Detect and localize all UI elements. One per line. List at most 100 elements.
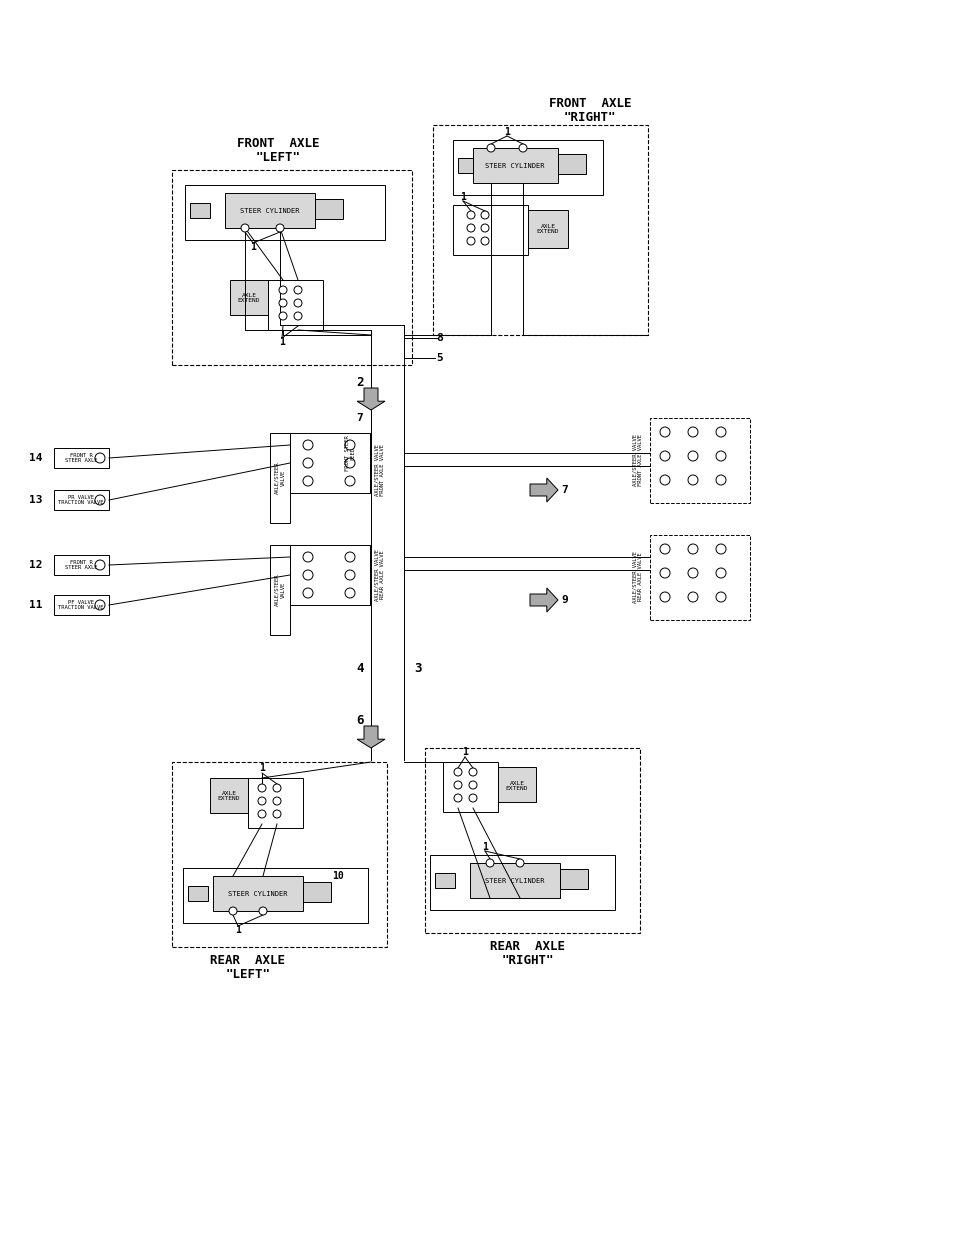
Text: 1: 1: [459, 191, 465, 203]
Circle shape: [659, 543, 669, 555]
Text: 12: 12: [30, 559, 43, 571]
Bar: [172, 170, 412, 366]
Bar: [248, 778, 303, 827]
Circle shape: [716, 475, 725, 485]
Bar: [54, 448, 109, 468]
Bar: [453, 205, 527, 254]
Circle shape: [278, 299, 287, 308]
Text: 1: 1: [250, 242, 255, 252]
Circle shape: [345, 552, 355, 562]
Bar: [649, 535, 749, 620]
Bar: [424, 748, 639, 932]
Circle shape: [480, 237, 489, 245]
Text: PR VALVE
TRACTION VALVE: PR VALVE TRACTION VALVE: [58, 494, 104, 505]
Text: 5: 5: [436, 353, 443, 363]
Text: FRONT  AXLE: FRONT AXLE: [236, 137, 319, 149]
Circle shape: [258, 906, 267, 915]
Bar: [473, 148, 558, 183]
Text: 4: 4: [355, 662, 363, 674]
Circle shape: [303, 552, 313, 562]
Text: "LEFT": "LEFT": [225, 968, 271, 982]
Text: AXLE/STEER
VALVE: AXLE/STEER VALVE: [274, 574, 285, 606]
Circle shape: [469, 768, 476, 776]
Text: AXLE
EXTEND: AXLE EXTEND: [505, 781, 528, 792]
Text: 1: 1: [503, 127, 510, 137]
Text: AXLE
EXTEND: AXLE EXTEND: [217, 790, 240, 802]
Bar: [185, 185, 385, 240]
Text: 11: 11: [30, 600, 43, 610]
Text: FRONT STEER
FEED: FRONT STEER FEED: [344, 435, 355, 471]
Circle shape: [275, 224, 284, 232]
Circle shape: [303, 571, 313, 580]
Bar: [497, 767, 536, 802]
Text: STEER CYLINDER: STEER CYLINDER: [240, 207, 299, 214]
Text: AXLE/STEER VALVE
REAR AXLE VALVE: AXLE/STEER VALVE REAR AXLE VALVE: [632, 551, 642, 603]
Bar: [54, 490, 109, 510]
Bar: [558, 154, 585, 174]
Circle shape: [486, 144, 495, 152]
Circle shape: [303, 588, 313, 598]
Bar: [268, 280, 323, 330]
Circle shape: [303, 440, 313, 450]
Bar: [172, 762, 387, 947]
Circle shape: [229, 906, 236, 915]
Circle shape: [467, 211, 475, 219]
Circle shape: [480, 211, 489, 219]
Circle shape: [716, 568, 725, 578]
Bar: [290, 545, 370, 605]
Text: 8: 8: [436, 333, 443, 343]
Circle shape: [273, 784, 281, 792]
Circle shape: [345, 571, 355, 580]
Circle shape: [467, 237, 475, 245]
Text: 1: 1: [461, 747, 468, 757]
Circle shape: [518, 144, 526, 152]
Bar: [559, 869, 587, 889]
Circle shape: [454, 794, 461, 802]
Circle shape: [454, 781, 461, 789]
Bar: [270, 545, 290, 635]
Circle shape: [659, 451, 669, 461]
Bar: [213, 876, 303, 911]
Text: 7: 7: [356, 412, 363, 424]
Bar: [430, 855, 615, 910]
Bar: [54, 555, 109, 576]
Bar: [433, 125, 647, 335]
Circle shape: [273, 810, 281, 818]
Bar: [527, 210, 567, 248]
Circle shape: [454, 768, 461, 776]
Polygon shape: [530, 588, 558, 613]
Circle shape: [687, 475, 698, 485]
Circle shape: [278, 312, 287, 320]
Circle shape: [257, 810, 266, 818]
Text: 10: 10: [332, 871, 343, 881]
Text: AXLE/STEER VALVE
FRONT AXLE VALVE: AXLE/STEER VALVE FRONT AXLE VALVE: [632, 433, 642, 487]
Circle shape: [294, 312, 302, 320]
Bar: [270, 433, 290, 522]
Circle shape: [485, 860, 494, 867]
Text: STEER CYLINDER: STEER CYLINDER: [485, 878, 544, 884]
Polygon shape: [356, 388, 385, 410]
Text: 13: 13: [30, 495, 43, 505]
Bar: [54, 595, 109, 615]
Circle shape: [687, 543, 698, 555]
Text: 1: 1: [234, 925, 241, 935]
Text: "LEFT": "LEFT": [255, 151, 300, 163]
Text: "RIGHT": "RIGHT": [501, 955, 554, 967]
Text: AXLE
EXTEND: AXLE EXTEND: [237, 293, 260, 304]
Bar: [303, 882, 331, 902]
Circle shape: [659, 427, 669, 437]
Circle shape: [480, 224, 489, 232]
Circle shape: [273, 797, 281, 805]
Circle shape: [345, 475, 355, 487]
Bar: [183, 868, 368, 923]
Circle shape: [345, 588, 355, 598]
Circle shape: [278, 287, 287, 294]
Circle shape: [716, 592, 725, 601]
Circle shape: [95, 559, 105, 571]
Polygon shape: [356, 726, 385, 748]
Text: FRONT  AXLE: FRONT AXLE: [548, 96, 631, 110]
Text: 6: 6: [355, 714, 363, 726]
Circle shape: [716, 427, 725, 437]
Circle shape: [241, 224, 249, 232]
Text: "RIGHT": "RIGHT": [563, 110, 616, 124]
